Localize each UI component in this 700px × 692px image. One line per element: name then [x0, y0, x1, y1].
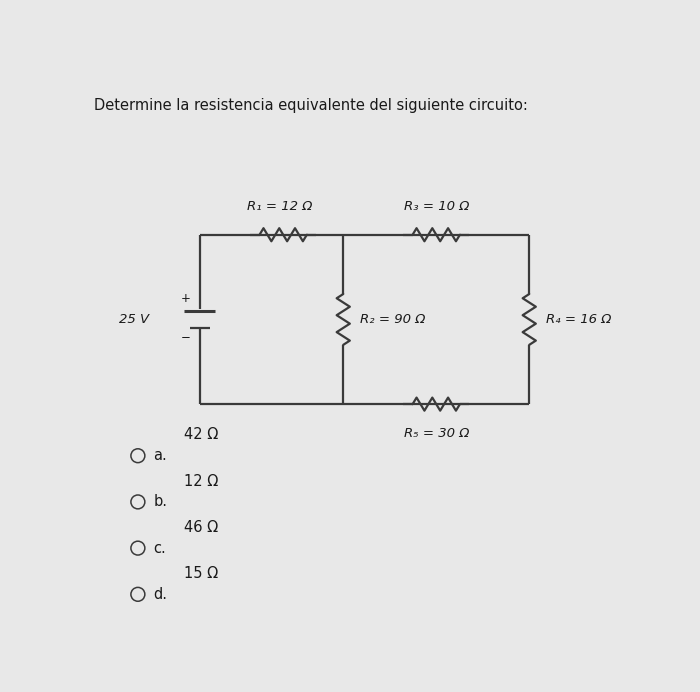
Text: 25 V: 25 V: [120, 313, 150, 326]
Text: 42 Ω: 42 Ω: [184, 428, 218, 442]
Text: +: +: [181, 292, 191, 305]
Circle shape: [131, 495, 145, 509]
Text: a.: a.: [153, 448, 167, 463]
Text: c.: c.: [153, 540, 166, 556]
Text: Determine la resistencia equivalente del siguiente circuito:: Determine la resistencia equivalente del…: [94, 98, 528, 113]
Text: R₁ = 12 Ω: R₁ = 12 Ω: [246, 200, 312, 213]
Text: R₃ = 10 Ω: R₃ = 10 Ω: [404, 200, 469, 213]
Text: 15 Ω: 15 Ω: [184, 566, 218, 581]
Circle shape: [131, 588, 145, 601]
Circle shape: [131, 449, 145, 463]
Text: −: −: [181, 331, 191, 345]
Text: R₄ = 16 Ω: R₄ = 16 Ω: [546, 313, 612, 326]
Text: d.: d.: [153, 587, 167, 602]
Text: R₅ = 30 Ω: R₅ = 30 Ω: [404, 427, 469, 440]
Circle shape: [131, 541, 145, 555]
Text: R₂ = 90 Ω: R₂ = 90 Ω: [360, 313, 426, 326]
Text: 12 Ω: 12 Ω: [184, 473, 218, 489]
Text: b.: b.: [153, 494, 167, 509]
Text: 46 Ω: 46 Ω: [184, 520, 218, 535]
